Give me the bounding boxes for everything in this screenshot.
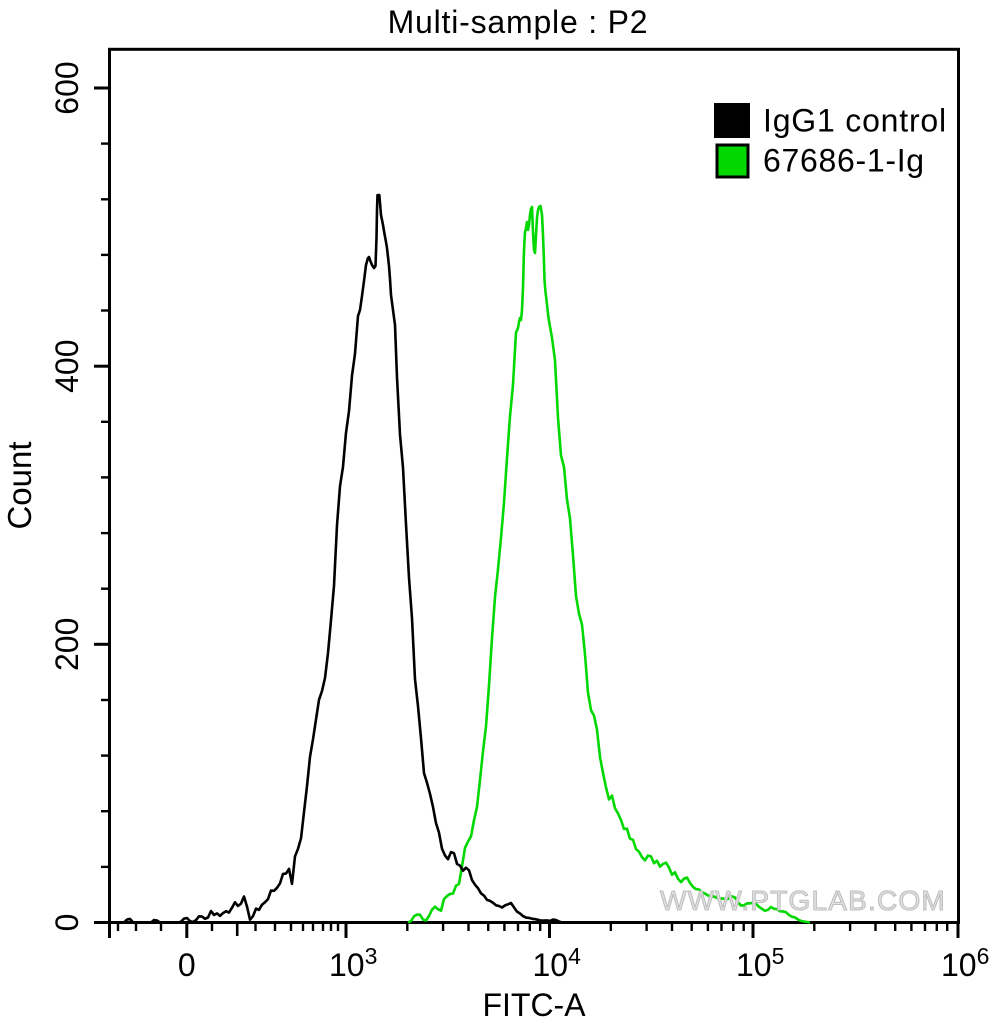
svg-text:0: 0 [178, 947, 196, 983]
svg-text:400: 400 [49, 340, 85, 393]
svg-text:600: 600 [49, 61, 85, 114]
svg-text:IgG1 control: IgG1 control [763, 103, 947, 139]
svg-text:103: 103 [329, 943, 377, 983]
svg-text:WWW.PTGLAB.COM: WWW.PTGLAB.COM [660, 885, 946, 916]
svg-text:106: 106 [941, 943, 989, 983]
svg-text:67686-1-Ig: 67686-1-Ig [763, 143, 925, 179]
svg-text:0: 0 [49, 914, 85, 932]
svg-text:200: 200 [49, 618, 85, 671]
svg-text:105: 105 [736, 943, 784, 983]
svg-text:Multi-sample : P2: Multi-sample : P2 [388, 4, 649, 40]
svg-text:Count: Count [1, 441, 38, 529]
svg-text:104: 104 [533, 943, 582, 983]
svg-text:FITC-A: FITC-A [482, 987, 586, 1023]
